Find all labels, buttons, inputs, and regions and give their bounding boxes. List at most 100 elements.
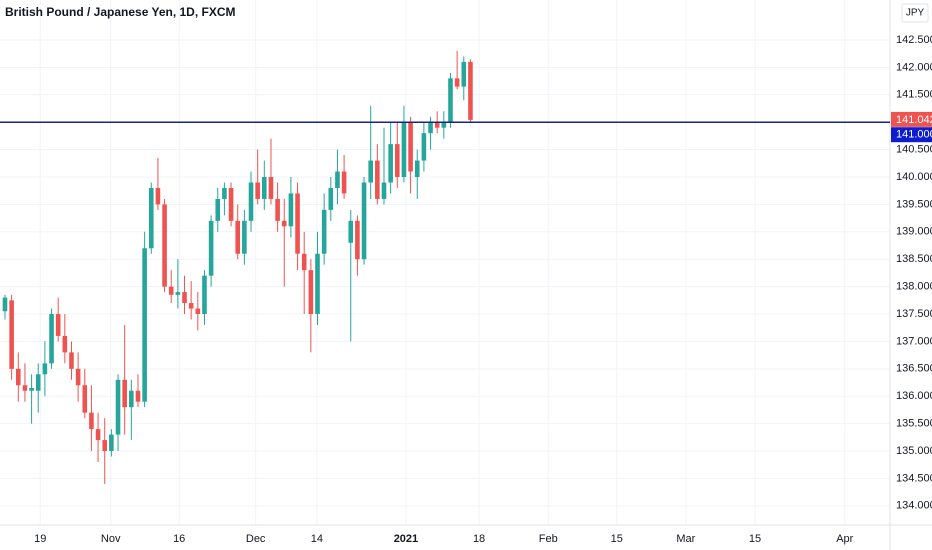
candle-body [102,440,108,452]
candle-body [355,220,360,260]
candle-body [155,187,161,205]
candle-body [468,61,473,120]
last-price-tag [891,111,932,127]
candle-body [321,209,327,254]
currency-box[interactable] [901,3,929,23]
candle-body [49,314,54,364]
candle-body [262,177,267,199]
y-tick-label: 142.000 [896,61,932,73]
y-tick-label: 139.000 [896,226,932,238]
candle-body [82,385,88,413]
candle-body [235,220,241,254]
candle-body [142,248,147,402]
candle-body [195,308,201,315]
hline-label: 141.000 [896,129,932,141]
candle-body [62,335,68,353]
candle-body [29,387,34,391]
candle-body [315,253,320,315]
candle-body [341,171,347,194]
candle-body [15,368,21,386]
candle-body [361,182,367,260]
candle-body [268,177,274,199]
candle-body [428,122,433,134]
y-tick-label: 139.500 [896,198,932,210]
y-tick-label: 140.500 [896,144,932,156]
candle-body [89,412,94,430]
candle-body [162,204,167,287]
candle-body [55,314,61,336]
y-tick-label: 136.500 [896,363,932,375]
y-tick-label: 134.000 [896,500,932,512]
x-tick-label: Nov [101,533,121,545]
x-tick-label: 18 [473,533,485,545]
candle-body [228,187,234,221]
candle-body [242,220,247,254]
candle-body [42,363,48,375]
candles [2,50,473,484]
candle-body [95,429,101,441]
candle-body [2,297,8,312]
y-tick-label: 137.500 [896,308,932,320]
candle-body [208,220,214,276]
x-tick-label: Feb [539,533,558,545]
candle-body [281,220,287,227]
candle-body [215,198,221,221]
candle-body [454,78,460,87]
candle-body [109,434,114,452]
x-tick-label: Apr [836,533,853,545]
candle-body [182,292,187,304]
candle-body [122,379,127,408]
candle-body [348,220,354,243]
candle-body [248,182,254,221]
candle-body [368,160,373,183]
candle-body [175,292,181,295]
candle-body [69,352,74,369]
x-tick-label: 15 [749,533,761,545]
candle-body [188,303,194,309]
candle-body [135,390,141,402]
candle-body [129,390,134,408]
grid [0,0,890,525]
y-tick-label: 138.500 [896,253,932,265]
candle-body [202,275,207,315]
candle-body [255,182,260,199]
candle-body [375,160,380,199]
y-tick-label: 141.500 [896,89,932,101]
y-tick-label: 138.000 [896,281,932,293]
candle-body [448,78,453,123]
candle-body [394,144,400,178]
candle-body [388,144,393,183]
x-tick-label: Mar [676,533,695,545]
last-price-label: 141.042 [896,114,932,126]
candle-body [308,270,314,315]
chart-title: British Pound / Japanese Yen, 1D, FXCM [5,5,236,19]
candle-body [222,187,227,199]
candle-body [328,187,334,210]
candle-body [381,182,387,199]
candle-body [295,193,300,254]
y-tick-label: 135.000 [896,445,932,457]
candle-body [22,385,28,391]
currency: JPY [906,8,925,19]
candle-body [461,61,467,87]
x-tick-label: 2021 [394,533,418,545]
y-tick-label: 135.500 [896,418,932,430]
candle-body [421,133,427,161]
x-tick-label: Dec [246,533,266,545]
candle-body [168,286,174,295]
y-tick-label: 137.000 [896,335,932,347]
candle-body [35,374,41,391]
x-tick-label: 14 [311,533,323,545]
x-tick-label: 15 [611,533,623,545]
candle-body [148,187,154,249]
candle-body [335,171,340,188]
x-tick-label: 16 [173,533,185,545]
candle-body [414,160,420,178]
candle-body [9,300,14,369]
y-tick-label: 140.000 [896,171,932,183]
candle-body [275,198,280,221]
y-tick-label: 134.500 [896,472,932,484]
candle-body [115,379,121,435]
x-tick-label: 19 [34,533,46,545]
